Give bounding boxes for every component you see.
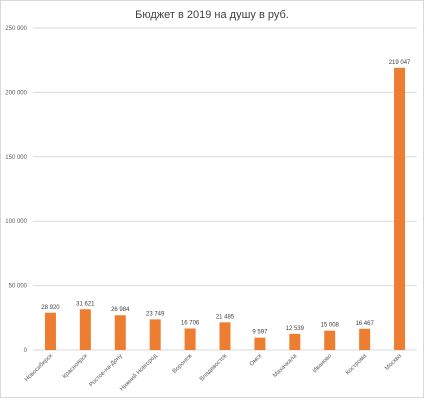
category-label: Новосибирск: [24, 353, 54, 383]
bar: [394, 67, 406, 350]
y-tick-label: 100 000: [5, 219, 27, 225]
category-label: Владивосток: [199, 353, 229, 383]
data-label: 28 920: [41, 305, 60, 311]
y-tick-label: 200 000: [5, 90, 27, 96]
bar: [149, 319, 161, 350]
data-label: 31 621: [76, 301, 95, 307]
y-tick-label: 50 000: [9, 284, 28, 290]
category-label: Ростов-на-Дону: [89, 353, 124, 388]
bar: [79, 309, 91, 350]
bars: [44, 67, 406, 350]
bar: [184, 328, 196, 350]
bar: [289, 333, 301, 350]
bar: [324, 330, 336, 350]
y-tick-label: 250 000: [5, 26, 27, 32]
category-label: Воронеж: [172, 353, 194, 375]
bar: [44, 312, 56, 350]
data-label: 15 008: [321, 323, 340, 329]
bar: [254, 337, 266, 350]
chart-title: Бюджет в 2019 на душу в руб.: [135, 9, 289, 21]
category-label: Москва: [384, 353, 403, 372]
data-label: 219 047: [389, 60, 411, 66]
category-label: Кострома: [345, 353, 369, 377]
x-axis-category-labels: Новосибирск Красноярск Ростов-на-ДонуНижни…: [24, 352, 403, 392]
data-label: 12 539: [286, 326, 305, 332]
y-tick-label: 0: [24, 348, 28, 354]
category-label: Нижний Новгород: [119, 352, 159, 392]
y-axis-tick-labels: 0 50 000 100 000 150 000 200 000 250 000: [5, 26, 27, 354]
category-label: Махачкала: [272, 353, 298, 379]
bar: [114, 315, 126, 350]
data-labels: 28 920 31 621 26 984 23 749 16 706 21 485 9 59…: [41, 60, 411, 336]
category-label: Красноярск: [62, 353, 89, 380]
data-label: 16 706: [181, 320, 200, 326]
data-label: 16 467: [355, 321, 374, 327]
category-label: Омск: [249, 353, 264, 368]
data-label: 26 984: [111, 307, 130, 313]
bar: [219, 322, 231, 350]
bar: [359, 328, 371, 350]
data-label: 21 485: [216, 314, 235, 320]
data-label: 23 749: [146, 311, 165, 317]
y-tick-label: 150 000: [5, 155, 27, 161]
data-label: 9 597: [252, 330, 268, 336]
category-label: Иваново: [312, 353, 334, 375]
